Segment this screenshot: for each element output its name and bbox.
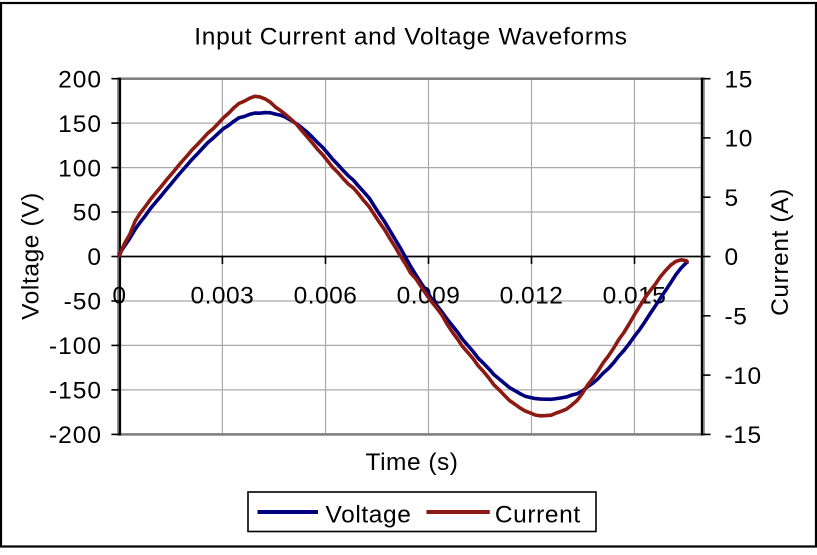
svg-text:0.012: 0.012 [500,283,564,310]
svg-text:-15: -15 [725,422,762,449]
svg-text:Voltage: Voltage [326,501,412,528]
svg-text:0: 0 [87,244,102,271]
svg-text:15: 15 [725,66,753,93]
svg-text:200: 200 [58,66,102,93]
svg-text:100: 100 [58,155,102,182]
svg-text:0.006: 0.006 [294,283,358,310]
svg-text:Current: Current [495,501,581,528]
svg-text:-50: -50 [64,289,102,316]
svg-text:150: 150 [58,111,102,138]
svg-text:-5: -5 [725,304,748,331]
svg-text:-200: -200 [49,422,102,449]
svg-text:50: 50 [73,200,102,227]
svg-text:-100: -100 [49,333,102,360]
svg-text:0: 0 [725,244,739,271]
svg-text:-10: -10 [725,363,762,390]
svg-text:10: 10 [725,126,753,153]
svg-text:Voltage (V): Voltage (V) [18,192,45,320]
svg-text:0: 0 [112,283,126,310]
svg-text:Input Current and Voltage Wave: Input Current and Voltage Waveforms [194,24,628,51]
svg-text:-150: -150 [49,378,102,405]
svg-text:Current (A): Current (A) [767,188,794,316]
svg-text:Time (s): Time (s) [366,449,459,476]
svg-text:0.003: 0.003 [190,283,254,310]
svg-text:5: 5 [725,185,739,212]
